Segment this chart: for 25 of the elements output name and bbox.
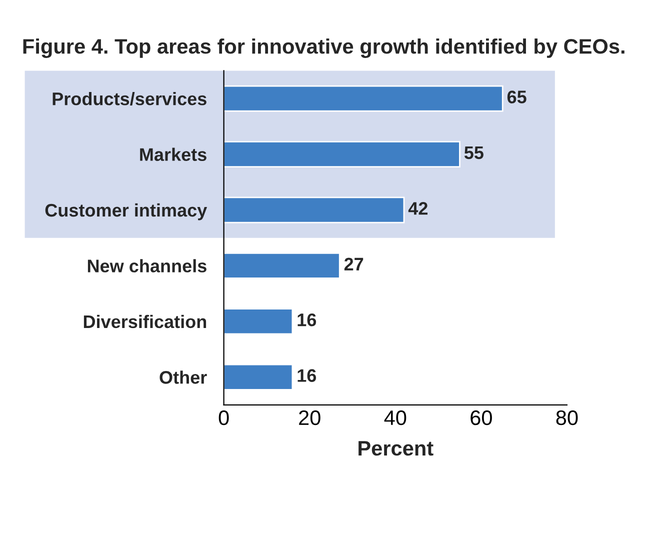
data-label: 65	[507, 90, 526, 104]
x-tick-label: 20	[299, 410, 320, 426]
x-tick-label: 40	[384, 410, 406, 426]
y-tick-label: Diversification	[84, 314, 206, 328]
bar	[224, 308, 294, 335]
data-label: 16	[298, 313, 316, 326]
y-tick-label: Markets	[140, 148, 206, 161]
bar	[224, 364, 294, 390]
x-tick-label: 0	[218, 410, 229, 426]
y-tick-label: Products/services	[52, 92, 206, 106]
x-axis-title: Percent	[358, 441, 434, 456]
y-tick-label: Customer intimacy	[45, 203, 208, 220]
y-tick-label: New channels	[88, 259, 206, 272]
data-label: 27	[344, 258, 364, 270]
data-label: 42	[408, 202, 428, 215]
x-tick-label: 60	[470, 410, 492, 426]
y-tick-label: Other	[160, 370, 207, 384]
bar	[224, 196, 405, 224]
data-label: 16	[298, 369, 316, 382]
x-tick-label: 80	[556, 410, 578, 426]
bar	[224, 141, 460, 168]
chart-title: Figure 4. Top areas for innovative growth identified by CEOs.	[23, 38, 624, 58]
bar	[224, 85, 504, 112]
bar	[224, 252, 340, 279]
data-label: 55	[464, 146, 484, 160]
